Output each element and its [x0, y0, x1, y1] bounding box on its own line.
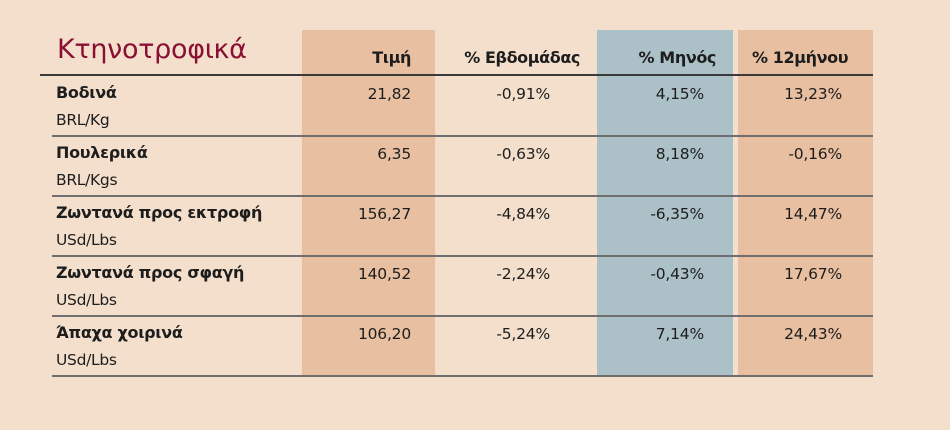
cell-week: -0,91% — [496, 85, 550, 103]
row-name: Πουλερικά — [56, 143, 148, 162]
cell-year: 14,47% — [784, 205, 842, 223]
row-divider — [52, 195, 873, 197]
cell-week: -2,24% — [496, 265, 550, 283]
row-unit: USd/Lbs — [56, 291, 117, 309]
row-name: Βοδινά — [56, 83, 117, 102]
table-row: Άπαχα χοιρινά USd/Lbs 106,20 -5,24% 7,14… — [52, 317, 873, 377]
cell-price: 6,35 — [377, 145, 411, 163]
row-unit: USd/Lbs — [56, 351, 117, 369]
table-row: Ζωντανά προς εκτροφή USd/Lbs 156,27 -4,8… — [52, 197, 873, 257]
row-name: Άπαχα χοιρινά — [56, 323, 183, 342]
cell-month: 8,18% — [655, 145, 704, 163]
header-price: Τιμή — [372, 48, 411, 67]
row-unit: USd/Lbs — [56, 231, 117, 249]
row-divider — [52, 255, 873, 257]
month-column-band — [597, 30, 733, 377]
table-title: Κτηνοτροφικά — [57, 34, 247, 65]
table-row: Ζωντανά προς σφαγή USd/Lbs 140,52 -2,24%… — [52, 257, 873, 317]
year-column-band — [738, 30, 873, 377]
cell-month: 4,15% — [655, 85, 704, 103]
row-name: Ζωντανά προς εκτροφή — [56, 203, 263, 222]
price-column-band — [302, 30, 435, 377]
cell-price: 156,27 — [357, 205, 411, 223]
row-divider — [52, 375, 873, 377]
cell-year: 17,67% — [784, 265, 842, 283]
cell-month: -0,43% — [650, 265, 704, 283]
row-unit: BRL/Kgs — [56, 171, 118, 189]
table-row: Πουλερικά BRL/Kgs 6,35 -0,63% 8,18% -0,1… — [52, 137, 873, 197]
header-rule — [40, 74, 873, 76]
cell-month: -6,35% — [650, 205, 704, 223]
row-divider — [52, 135, 873, 137]
cell-year: 24,43% — [784, 325, 842, 343]
cell-price: 106,20 — [357, 325, 411, 343]
cell-week: -4,84% — [496, 205, 550, 223]
cell-week: -0,63% — [496, 145, 550, 163]
header-month: % Μηνός — [638, 48, 717, 67]
header-year: % 12μήνου — [752, 48, 849, 67]
table-row: Βοδινά BRL/Kg 21,82 -0,91% 4,15% 13,23% — [52, 77, 873, 137]
cell-price: 21,82 — [367, 85, 412, 103]
row-unit: BRL/Kg — [56, 111, 110, 129]
cell-week: -5,24% — [496, 325, 550, 343]
header-week: % Εβδομάδας — [464, 48, 580, 67]
cell-year: 13,23% — [784, 85, 842, 103]
row-divider — [52, 315, 873, 317]
row-name: Ζωντανά προς σφαγή — [56, 263, 245, 282]
cell-month: 7,14% — [655, 325, 704, 343]
cell-year: -0,16% — [788, 145, 842, 163]
cell-price: 140,52 — [357, 265, 411, 283]
